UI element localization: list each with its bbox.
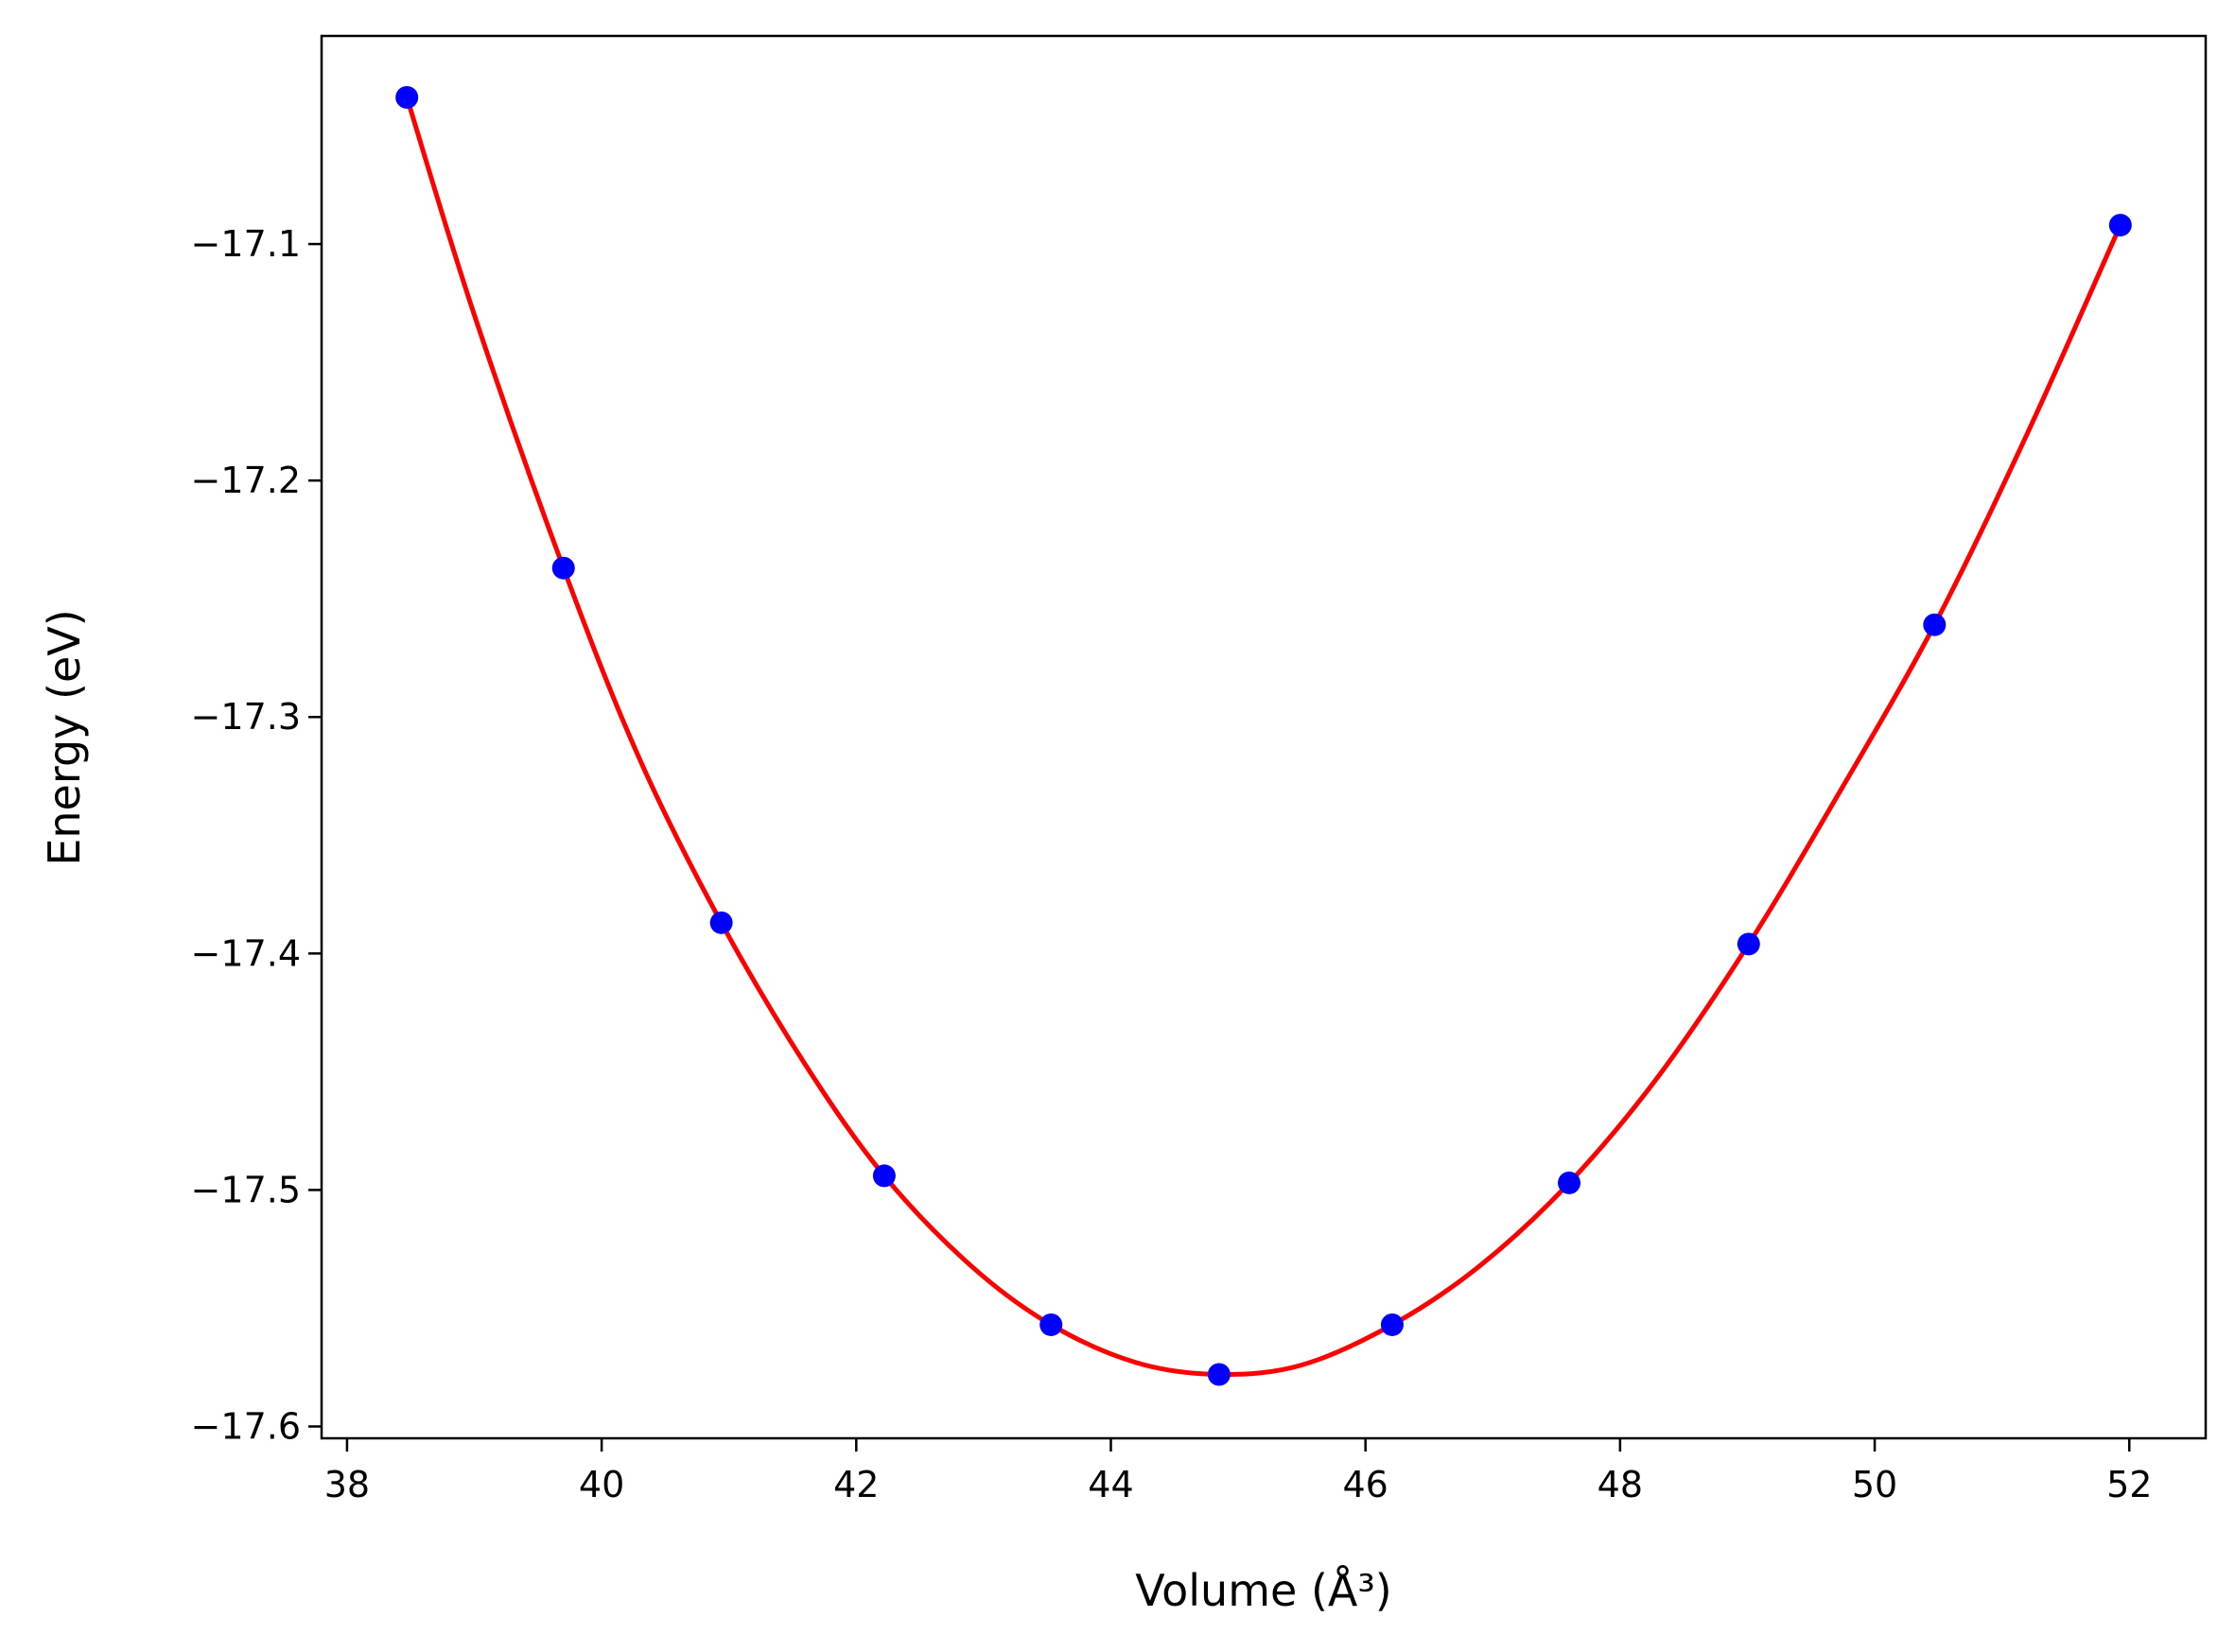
x-axis: 38 40 42 44 46 48 50 52 [324, 1438, 2152, 1505]
data-point [1558, 1171, 1581, 1194]
data-point [1207, 1363, 1231, 1386]
x-tick-label: 42 [833, 1464, 879, 1505]
x-tick-label: 44 [1088, 1464, 1133, 1505]
y-tick-label: −17.6 [191, 1405, 301, 1447]
data-point [1039, 1313, 1063, 1336]
y-tick-label: −17.2 [191, 460, 301, 501]
y-tick-label: −17.4 [191, 932, 301, 974]
y-axis: −17.1 −17.2 −17.3 −17.4 −17.5 −17.6 [191, 223, 322, 1447]
data-point [551, 556, 575, 580]
data-point [1380, 1313, 1404, 1336]
x-tick-label: 50 [1852, 1464, 1897, 1505]
data-point [872, 1164, 896, 1188]
x-tick-label: 40 [579, 1464, 624, 1505]
data-point [395, 86, 419, 110]
x-tick-label: 52 [2106, 1464, 2152, 1505]
data-point [709, 911, 733, 934]
y-tick-label: −17.3 [191, 696, 301, 738]
y-tick-label: −17.1 [191, 223, 301, 265]
y-tick-label: −17.5 [191, 1169, 301, 1210]
data-point [2108, 214, 2132, 237]
x-tick-label: 48 [1598, 1464, 1643, 1505]
data-point [1737, 932, 1760, 956]
axes-frame [320, 34, 2208, 1440]
y-axis-label: Energy (eV) [39, 609, 90, 865]
data-point [1923, 613, 1947, 636]
x-tick-label: 38 [324, 1464, 370, 1505]
x-tick-label: 46 [1342, 1464, 1388, 1505]
x-axis-label: Volume (Å³) [1135, 1565, 1392, 1616]
plot-area [395, 86, 2132, 1386]
